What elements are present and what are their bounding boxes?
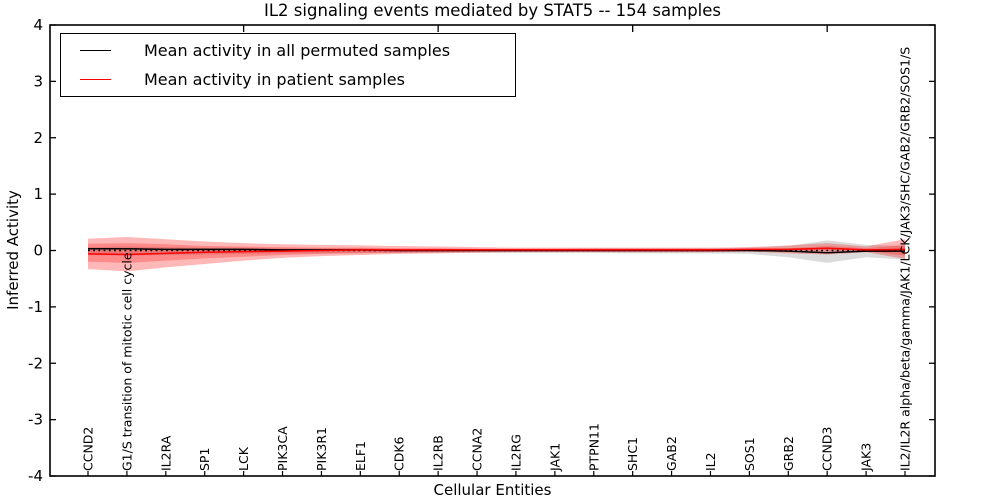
y-tick-label: 2 — [33, 129, 43, 147]
y-tick-label: 1 — [33, 185, 43, 203]
black-line-sample-icon — [80, 50, 111, 51]
x-tick-label: PIK3R1 — [314, 427, 329, 471]
legend-item-patient: Mean activity in patient samples — [61, 66, 515, 94]
x-tick-label: CCND2 — [81, 427, 96, 471]
x-tick-label: IL2RB — [431, 435, 446, 471]
band-patient-samples-spread-outer — [88, 236, 905, 272]
x-tick-label: LCK — [236, 446, 251, 471]
y-tick-label: -3 — [28, 411, 43, 429]
patient-mean-line — [87, 247, 906, 256]
y-tick-label: 4 — [33, 16, 43, 34]
legend-label-permuted: Mean activity in all permuted samples — [144, 41, 451, 60]
legend: Mean activity in all permuted samples Me… — [60, 33, 516, 97]
band-patient-samples-spread-inner — [88, 243, 905, 263]
legend-item-permuted: Mean activity in all permuted samples — [61, 37, 515, 65]
legend-label-patient: Mean activity in patient samples — [144, 70, 405, 89]
y-tick-label: -2 — [28, 354, 43, 372]
x-tick-label: CCNA2 — [470, 428, 485, 471]
y-tick-label: -1 — [28, 298, 43, 316]
x-tick-label: CCND3 — [820, 427, 835, 471]
band-permuted-samples-spread — [88, 240, 905, 263]
x-tick-label: GAB2 — [664, 436, 679, 471]
x-tick-label: JAK1 — [547, 443, 562, 472]
x-tick-label: CDK6 — [392, 436, 407, 471]
y-tick-label: -4 — [28, 467, 43, 485]
x-tick-label: IL2RG — [508, 434, 523, 471]
x-tick-label: IL2 — [703, 452, 718, 471]
x-tick-label: GRB2 — [781, 436, 796, 471]
y-tick-label: 0 — [33, 242, 43, 260]
y-tick-label: 3 — [33, 72, 43, 90]
x-tick-label: SP1 — [197, 448, 212, 471]
x-tick-label: IL2/IL2R alpha/beta/gamma/JAK1/LCK/JAK3/… — [898, 47, 913, 471]
x-axis-label: Cellular Entities — [433, 481, 552, 499]
chart-title: IL2 signaling events mediated by STAT5 -… — [264, 1, 721, 20]
x-tick-label: ELF1 — [353, 441, 368, 471]
x-tick-label: SOS1 — [742, 437, 757, 471]
x-tick-label: JAK3 — [859, 443, 874, 472]
x-tick-label: PIK3CA — [275, 426, 290, 471]
x-tick-label: SHC1 — [625, 437, 640, 471]
x-tick-label: IL2RA — [158, 435, 173, 471]
y-axis-label: Inferred Activity — [4, 190, 22, 310]
red-line-sample-icon — [80, 79, 111, 80]
x-tick-label: PTPN11 — [586, 423, 601, 471]
x-tick-label: G1/S transition of mitotic cell cycle — [119, 252, 134, 471]
